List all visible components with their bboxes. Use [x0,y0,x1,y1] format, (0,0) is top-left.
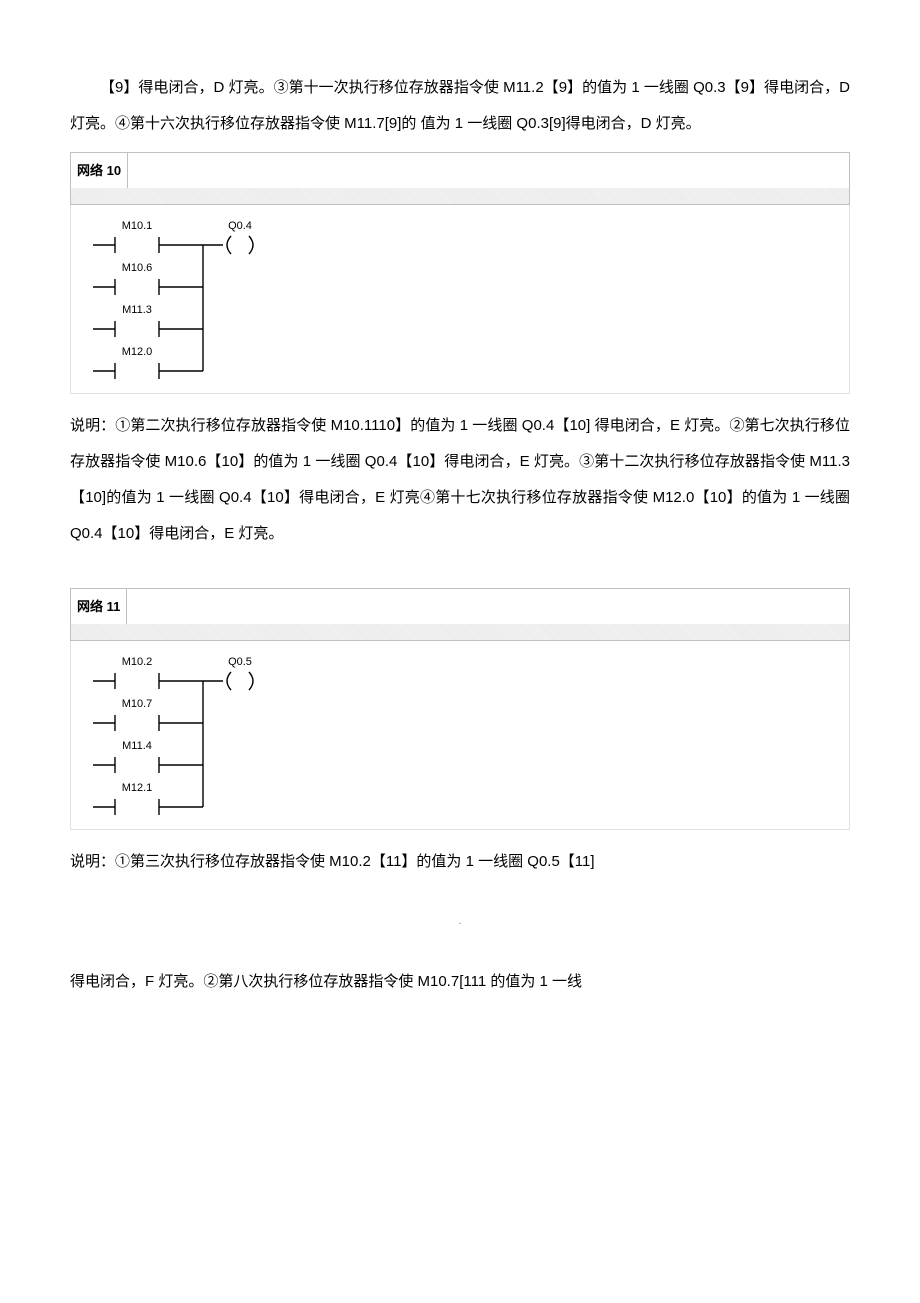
ladder-title-row: 网络 10 [70,152,850,188]
svg-text:Q0.5: Q0.5 [228,656,252,668]
paragraph-2: 说明：①第二次执行移位存放器指令使 M10.1110】的值为 1 一线圈 Q0.… [70,408,850,552]
ladder-body: M10.2 M10.7 M11.4 M12.1 Q0.5 [70,641,850,830]
svg-text:M12.1: M12.1 [122,782,153,794]
svg-text:M10.7: M10.7 [122,698,153,710]
ladder-subtitle-bar [70,188,850,205]
page-footer-dot: . [70,910,850,934]
ladder-title-spacer [128,153,849,188]
ladder-diagram-11: M10.2 M10.7 M11.4 M12.1 Q0.5 [71,647,831,823]
svg-text:Q0.4: Q0.4 [228,220,252,232]
svg-text:M12.0: M12.0 [122,346,153,358]
ladder-title-spacer [127,589,849,624]
ladder-network-11: 网络 11 M10.2 M10.7 M11.4 M12.1 Q0.5 [70,588,850,830]
ladder-subtitle-bar [70,624,850,641]
ladder-body: M10.1 M10.6 M11.3 M12.0 Q0.4 [70,205,850,394]
svg-text:M10.6: M10.6 [122,262,153,274]
svg-text:M10.1: M10.1 [122,220,153,232]
svg-text:M10.2: M10.2 [122,656,153,668]
ladder-network-10: 网络 10 M10.1 M10.6 M11.3 M12.0 Q0.4 [70,152,850,394]
ladder-title-row: 网络 11 [70,588,850,624]
paragraph-3: 说明：①第三次执行移位存放器指令使 M10.2【11】的值为 1 一线圈 Q0.… [70,844,850,880]
paragraph-4: 得电闭合，F 灯亮。②第八次执行移位存放器指令使 M10.7[111 的值为 1… [70,964,850,1000]
svg-text:M11.3: M11.3 [122,304,152,316]
paragraph-1: 【9】得电闭合，D 灯亮。③第十一次执行移位存放器指令使 M11.2【9】的值为… [70,70,850,142]
ladder-title: 网络 10 [71,153,128,188]
svg-text:M11.4: M11.4 [122,740,152,752]
ladder-diagram-10: M10.1 M10.6 M11.3 M12.0 Q0.4 [71,211,831,387]
ladder-title: 网络 11 [71,589,127,624]
